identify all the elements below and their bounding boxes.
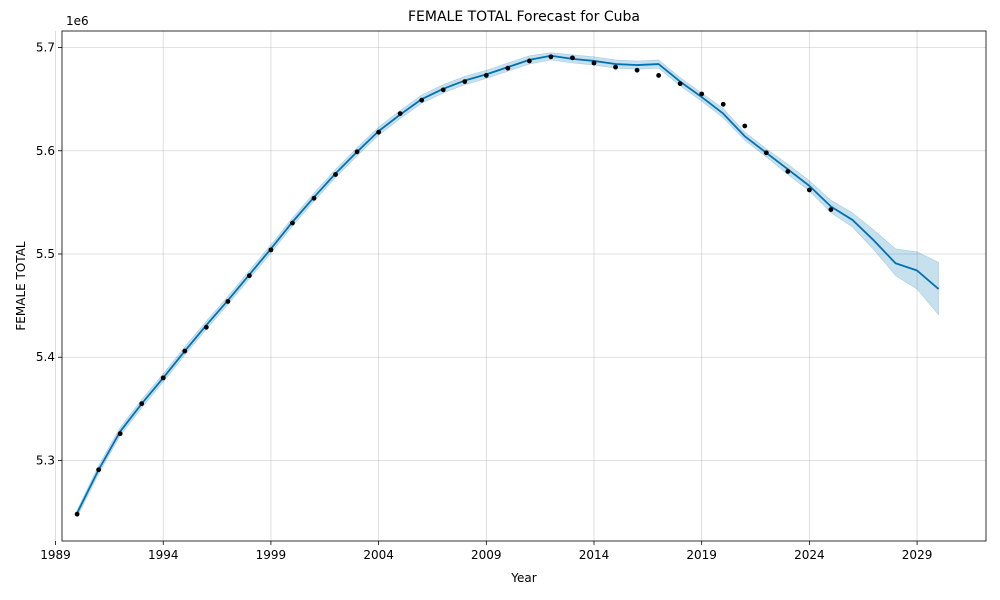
uncertainty-band-layer <box>76 52 939 518</box>
y-tick-label: 5.6 <box>36 144 55 158</box>
observed-point <box>613 64 618 70</box>
observed-point <box>548 54 554 60</box>
observed-point <box>720 101 726 107</box>
observed-point <box>182 348 188 354</box>
observed-point <box>763 150 769 156</box>
observed-point <box>311 195 317 201</box>
observed-point <box>397 111 403 116</box>
observed-point <box>117 431 123 437</box>
observed-point <box>225 299 231 304</box>
observed-point <box>526 58 532 64</box>
observed-point <box>570 55 575 61</box>
observed-point <box>656 72 662 78</box>
grid <box>55 31 986 541</box>
observed-point <box>634 67 640 73</box>
observed-point <box>462 79 468 84</box>
observed-point <box>139 401 145 407</box>
observed-point <box>268 247 274 253</box>
x-tick-label: 2019 <box>686 548 717 562</box>
observed-point <box>203 324 209 330</box>
chart-title: FEMALE TOTAL Forecast for Cuba <box>408 9 640 25</box>
observed-point <box>376 129 382 135</box>
observed-point <box>419 97 425 103</box>
x-axis-ticks: 1989 1994 1999 2004 2009 2014 2019 2024 2029 <box>40 541 932 562</box>
y-axis-ticks: 5.3 5.4 5.5 5.6 5.7 <box>36 41 62 467</box>
x-tick-label: 1994 <box>148 548 179 562</box>
observed-point <box>828 207 834 213</box>
y-axis-offset-text: 1e6 <box>66 14 89 28</box>
observed-point <box>96 467 102 473</box>
y-tick-label: 5.7 <box>36 41 55 55</box>
x-axis-label: Year <box>510 571 536 585</box>
observed-point <box>74 511 80 517</box>
observed-point <box>440 87 446 93</box>
y-tick-label: 5.4 <box>36 350 55 364</box>
observed-point <box>483 72 489 78</box>
observed-point <box>505 65 511 71</box>
x-tick-label: 1999 <box>256 548 287 562</box>
observed-point <box>246 273 252 279</box>
observed-point <box>806 187 812 193</box>
observed-point <box>699 91 705 97</box>
observed-point <box>290 220 295 226</box>
observed-point <box>354 149 360 155</box>
observed-point <box>785 169 791 174</box>
y-tick-label: 5.3 <box>36 453 55 467</box>
observed-points-layer <box>74 54 834 517</box>
plot-frame <box>61 30 987 542</box>
observed-point <box>677 81 683 87</box>
y-axis-label: FEMALE TOTAL <box>14 241 28 331</box>
x-tick-label: 2029 <box>902 548 933 562</box>
observed-point <box>742 123 748 129</box>
observed-point <box>333 172 338 177</box>
x-tick-label: 1989 <box>40 548 71 562</box>
x-tick-label: 2014 <box>579 548 610 562</box>
observed-point <box>160 375 166 381</box>
x-tick-label: 2009 <box>471 548 502 562</box>
y-tick-label: 5.5 <box>36 247 55 261</box>
observed-point <box>591 60 597 66</box>
uncertainty-band <box>76 52 939 518</box>
x-tick-label: 2024 <box>794 548 825 562</box>
x-tick-label: 2004 <box>363 548 394 562</box>
